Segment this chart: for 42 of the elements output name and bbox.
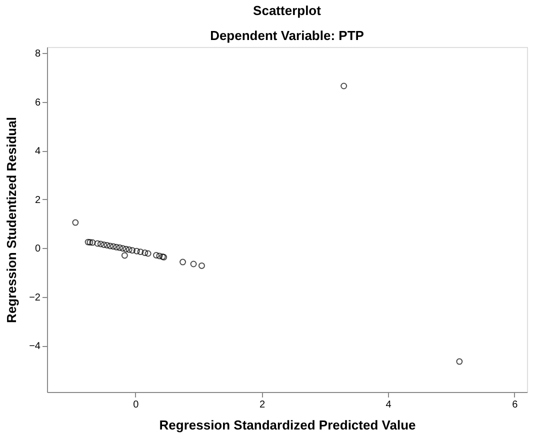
y-axis-title: Regression Studentized Residual <box>4 117 20 323</box>
point <box>129 247 136 254</box>
x-tick-label: 4 <box>386 400 392 410</box>
y-tick-label: 4 <box>34 146 41 158</box>
x-tick-label: 2 <box>259 400 266 410</box>
point <box>133 248 140 254</box>
x-axis-title: Regression Standardized Predicted Value <box>159 418 416 432</box>
point <box>198 262 205 269</box>
point <box>94 240 101 247</box>
point <box>97 240 104 248</box>
point <box>106 242 114 250</box>
point <box>110 243 117 250</box>
point <box>340 82 348 90</box>
point <box>104 242 110 248</box>
point <box>456 358 463 365</box>
point <box>156 252 163 260</box>
point <box>116 244 123 251</box>
point <box>86 239 94 246</box>
point <box>190 260 197 268</box>
point <box>126 246 132 253</box>
point <box>121 252 128 259</box>
y-tick-label: −2 <box>29 292 41 304</box>
y-tick-label: 6 <box>34 97 41 108</box>
point <box>142 250 148 256</box>
y-tick-label: 0 <box>34 244 41 255</box>
point <box>72 219 79 226</box>
chart-subtitle: Dependent Variable: PTP <box>210 28 364 43</box>
point <box>137 248 144 256</box>
y-tick-label: −4 <box>29 341 41 352</box>
x-tick-label: 0 <box>133 400 140 410</box>
x-tick-label: 6 <box>512 400 518 410</box>
chart-title: Scatterplot <box>253 3 322 18</box>
point <box>180 258 186 266</box>
y-tick-label: 8 <box>34 48 41 60</box>
point <box>89 239 96 246</box>
point <box>153 252 160 258</box>
point <box>144 250 152 257</box>
y-tick-label: 2 <box>34 194 41 206</box>
point <box>113 244 120 250</box>
point <box>120 245 126 252</box>
point <box>122 246 130 252</box>
point <box>100 242 108 248</box>
